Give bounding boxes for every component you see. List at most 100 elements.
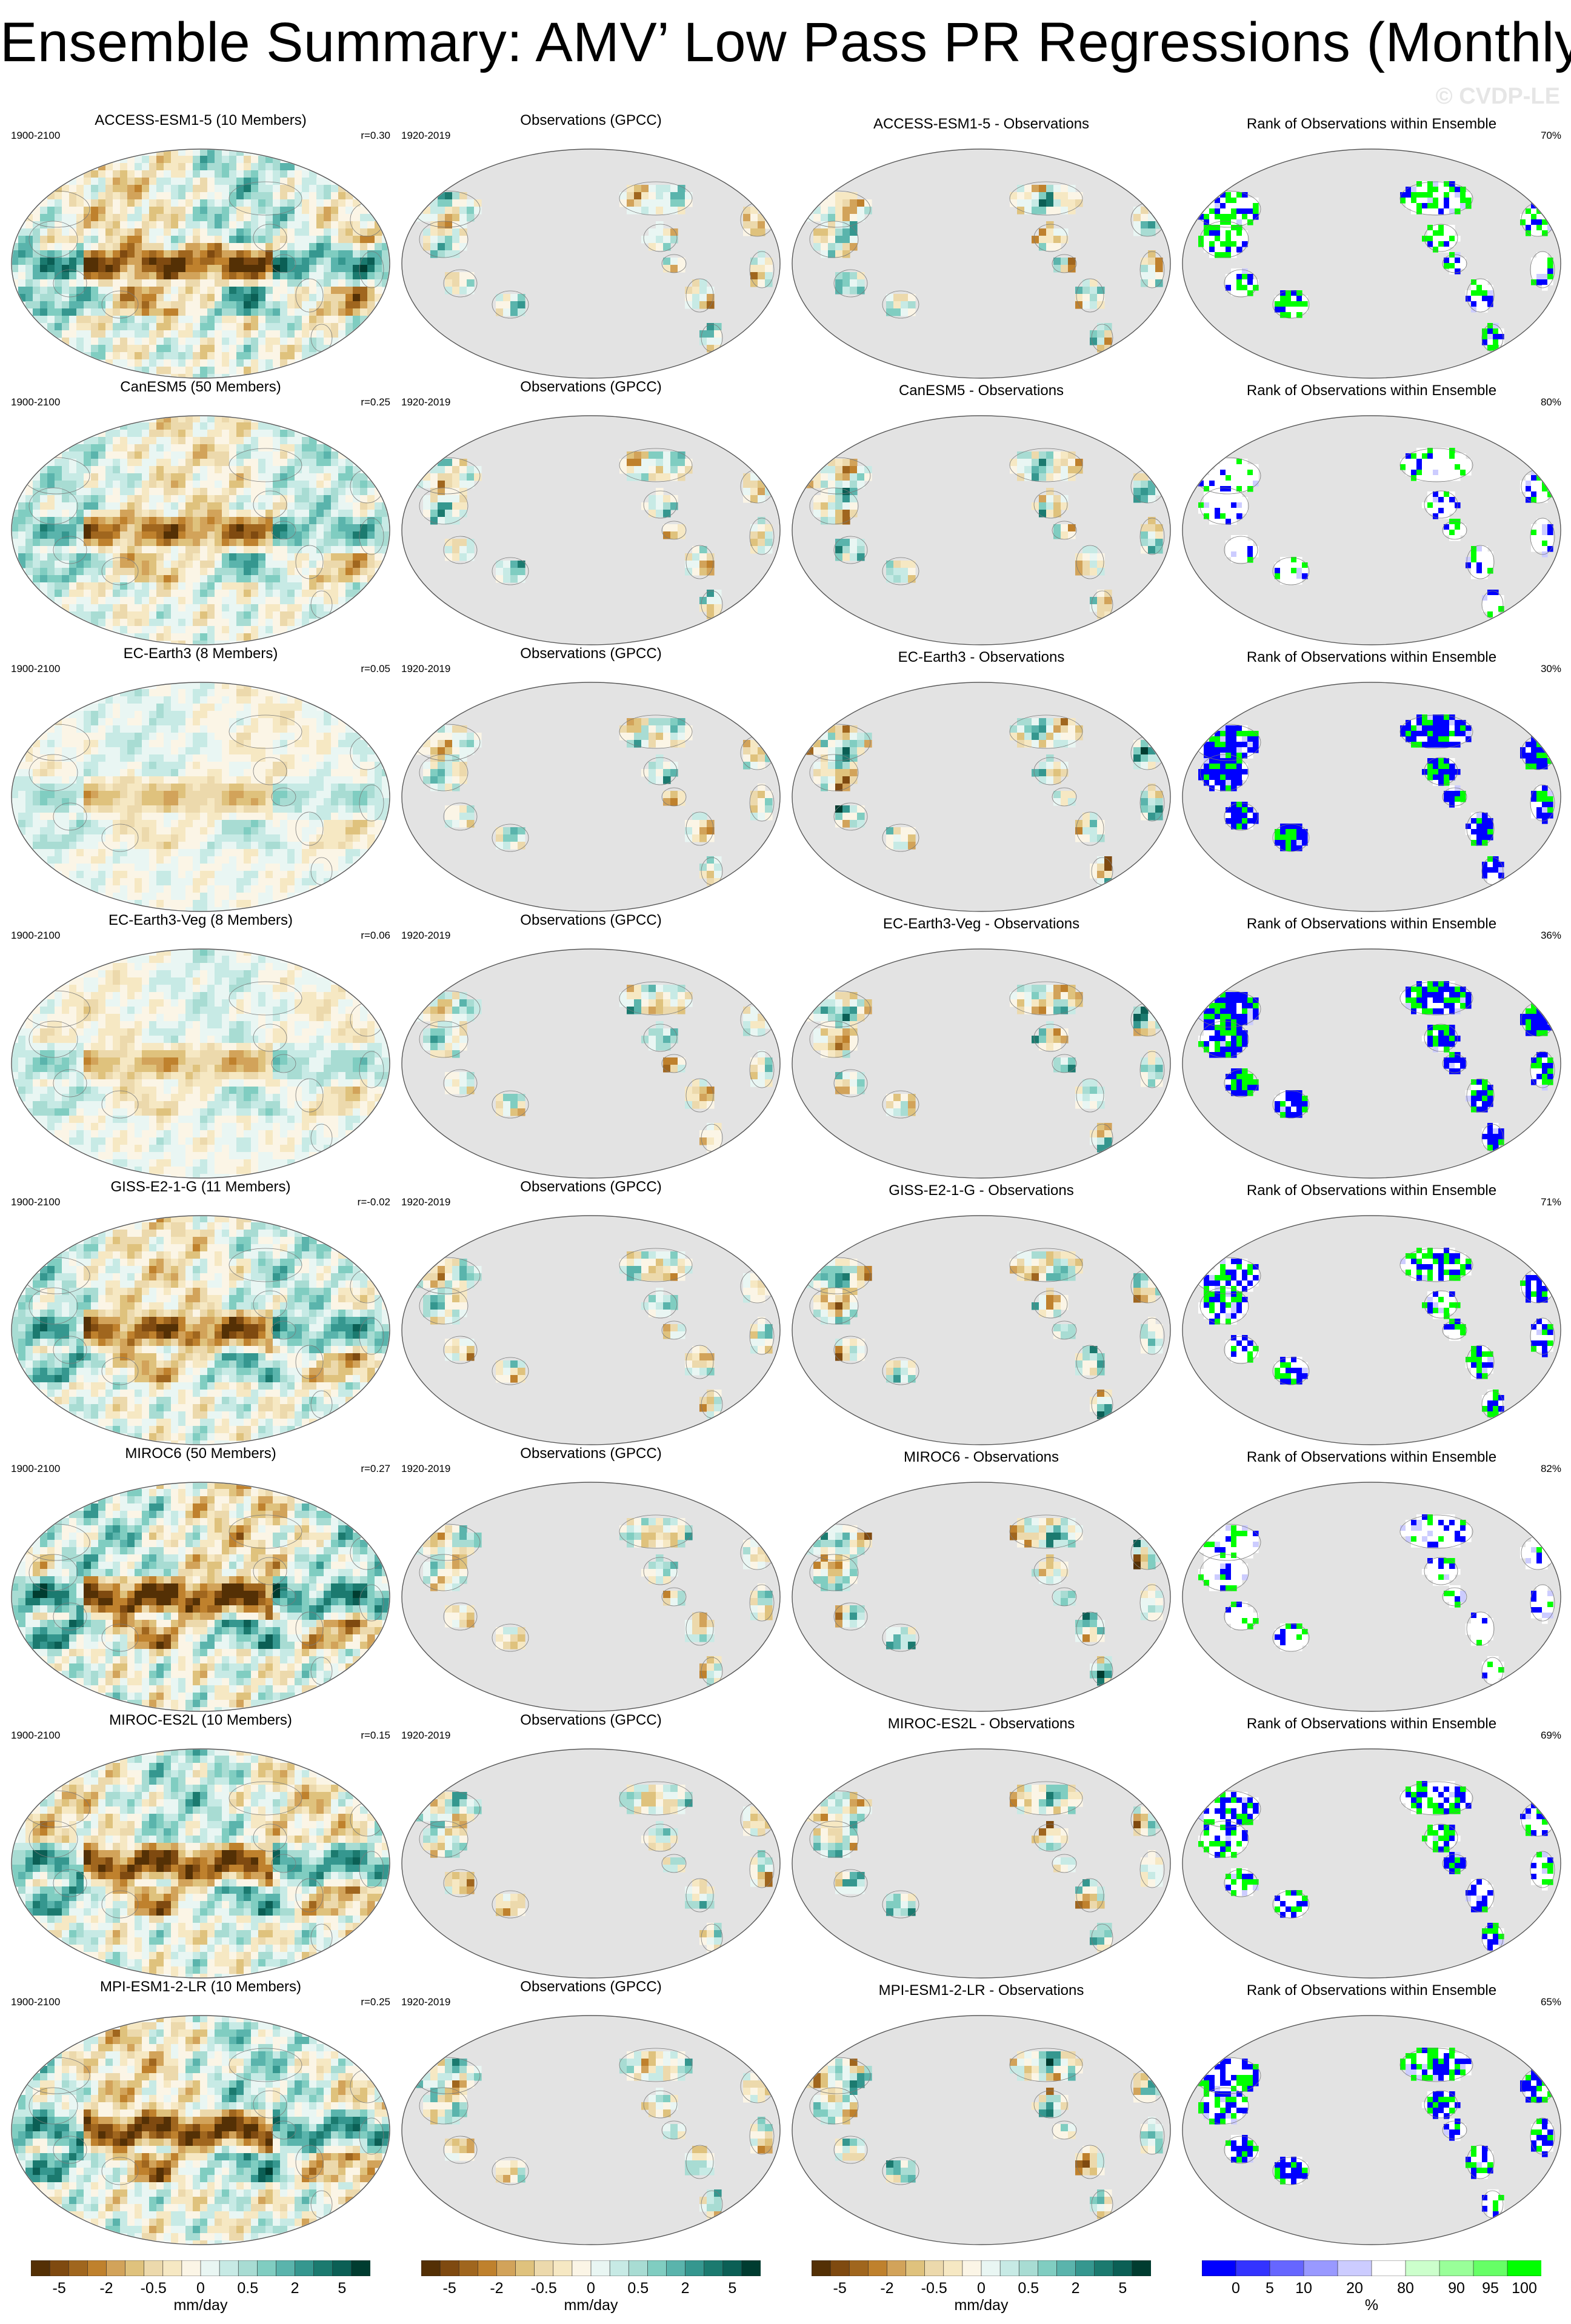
rank-percent-label: 80% bbox=[1540, 396, 1561, 408]
model-period-label: 1900-2100 bbox=[11, 1996, 61, 2008]
map-diff-4 bbox=[792, 948, 1171, 1179]
colorbar-tick-label: 0.5 bbox=[1018, 2280, 1039, 2297]
colorbar-tick-label: 100 bbox=[1512, 2280, 1537, 2297]
rank-percent-label: 82% bbox=[1540, 1463, 1561, 1474]
colorbar-tick-label: 5 bbox=[1118, 2280, 1127, 2297]
colorbar-4 bbox=[1202, 2260, 1541, 2276]
watermark: © CVDP-LE bbox=[1435, 84, 1560, 109]
map-model-3 bbox=[11, 682, 390, 912]
model-panel-title: GISS-E2-1-G (11 Members) bbox=[110, 1179, 291, 1195]
rank-panel-title: Rank of Observations within Ensemble bbox=[1246, 649, 1497, 665]
pattern-correlation-label: r=0.25 bbox=[361, 1996, 390, 2008]
diff-panel-title: MIROC-ES2L - Observations bbox=[887, 1716, 1075, 1732]
map-rank-8 bbox=[1182, 2015, 1561, 2245]
pattern-correlation-label: r=0.25 bbox=[361, 396, 390, 408]
obs-period-label: 1920-2019 bbox=[401, 1463, 451, 1474]
map-diff-6 bbox=[792, 1482, 1171, 1712]
obs-panel-title: Observations (GPCC) bbox=[520, 1445, 662, 1462]
page-title: Ensemble Summary: AMV’ Low Pass PR Regre… bbox=[0, 12, 1571, 73]
map-model-5 bbox=[11, 1215, 390, 1445]
colorbar-tick-label: 2 bbox=[1071, 2280, 1080, 2297]
colorbar-tick-label: -5 bbox=[833, 2280, 847, 2297]
rank-percent-label: 30% bbox=[1540, 663, 1561, 674]
colorbar-1 bbox=[31, 2260, 370, 2276]
model-period-label: 1900-2100 bbox=[11, 130, 61, 141]
colorbar-tick-label: 0.5 bbox=[627, 2280, 649, 2297]
map-obs-7 bbox=[401, 1748, 781, 1979]
model-panel-title: EC-Earth3 (8 Members) bbox=[123, 645, 278, 662]
colorbar-tick-label: -0.5 bbox=[921, 2280, 947, 2297]
map-obs-8 bbox=[401, 2015, 781, 2245]
model-panel-title: MPI-ESM1-2-LR (10 Members) bbox=[99, 1979, 302, 1995]
colorbar-unit-label: mm/day bbox=[954, 2297, 1009, 2314]
rank-percent-label: 65% bbox=[1540, 1996, 1561, 2008]
colorbar-3 bbox=[812, 2260, 1151, 2276]
colorbar-tick-label: 0.5 bbox=[237, 2280, 259, 2297]
colorbar-tick-label: 2 bbox=[681, 2280, 690, 2297]
pattern-correlation-label: r=0.06 bbox=[361, 930, 390, 941]
rank-percent-label: 71% bbox=[1540, 1196, 1561, 1208]
rank-panel-title: Rank of Observations within Ensemble bbox=[1246, 1982, 1497, 1999]
colorbar-tick-label: 10 bbox=[1295, 2280, 1312, 2297]
map-model-4 bbox=[11, 948, 390, 1179]
obs-panel-title: Observations (GPCC) bbox=[520, 1712, 662, 1728]
map-model-1 bbox=[11, 148, 390, 379]
pattern-correlation-label: r=0.27 bbox=[361, 1463, 390, 1474]
colorbar-tick-label: 0 bbox=[1232, 2280, 1240, 2297]
colorbar-tick-label: 20 bbox=[1346, 2280, 1363, 2297]
colorbar-tick-label: 80 bbox=[1397, 2280, 1414, 2297]
map-obs-6 bbox=[401, 1482, 781, 1712]
colorbar-tick-label: -2 bbox=[880, 2280, 894, 2297]
pattern-correlation-label: r=0.30 bbox=[361, 130, 390, 141]
colorbar-tick-label: 5 bbox=[728, 2280, 737, 2297]
map-model-2 bbox=[11, 415, 390, 645]
map-obs-5 bbox=[401, 1215, 781, 1445]
obs-panel-title: Observations (GPCC) bbox=[520, 645, 662, 662]
pattern-correlation-label: r=0.15 bbox=[361, 1730, 390, 1741]
model-period-label: 1900-2100 bbox=[11, 1196, 61, 1208]
obs-period-label: 1920-2019 bbox=[401, 396, 451, 408]
map-rank-7 bbox=[1182, 1748, 1561, 1979]
colorbar-tick-label: 90 bbox=[1448, 2280, 1465, 2297]
model-period-label: 1900-2100 bbox=[11, 930, 61, 941]
map-obs-4 bbox=[401, 948, 781, 1179]
model-panel-title: MIROC-ES2L (10 Members) bbox=[109, 1712, 292, 1728]
map-model-6 bbox=[11, 1482, 390, 1712]
obs-panel-title: Observations (GPCC) bbox=[520, 1979, 662, 1995]
colorbar-tick-label: 5 bbox=[338, 2280, 347, 2297]
map-diff-3 bbox=[792, 682, 1171, 912]
map-diff-7 bbox=[792, 1748, 1171, 1979]
rank-panel-title: Rank of Observations within Ensemble bbox=[1246, 116, 1497, 132]
map-obs-1 bbox=[401, 148, 781, 379]
model-panel-title: ACCESS-ESM1-5 (10 Members) bbox=[95, 112, 307, 128]
map-model-8 bbox=[11, 2015, 390, 2245]
colorbar-tick-label: -2 bbox=[99, 2280, 113, 2297]
model-panel-title: MIROC6 (50 Members) bbox=[125, 1445, 276, 1462]
obs-period-label: 1920-2019 bbox=[401, 130, 451, 141]
model-period-label: 1900-2100 bbox=[11, 1463, 61, 1474]
map-rank-6 bbox=[1182, 1482, 1561, 1712]
model-period-label: 1900-2100 bbox=[11, 1730, 61, 1741]
diff-panel-title: EC-Earth3-Veg - Observations bbox=[882, 916, 1080, 932]
map-rank-2 bbox=[1182, 415, 1561, 645]
diff-panel-title: EC-Earth3 - Observations bbox=[898, 649, 1065, 665]
rank-panel-title: Rank of Observations within Ensemble bbox=[1246, 1182, 1497, 1199]
colorbar-unit-label: mm/day bbox=[564, 2297, 618, 2314]
diff-panel-title: MIROC6 - Observations bbox=[903, 1449, 1059, 1465]
map-diff-8 bbox=[792, 2015, 1171, 2245]
obs-period-label: 1920-2019 bbox=[401, 1996, 451, 2008]
obs-period-label: 1920-2019 bbox=[401, 930, 451, 941]
map-rank-5 bbox=[1182, 1215, 1561, 1445]
rank-panel-title: Rank of Observations within Ensemble bbox=[1246, 1716, 1497, 1732]
colorbar-tick-label: 0 bbox=[196, 2280, 205, 2297]
model-panel-title: CanESM5 (50 Members) bbox=[120, 379, 281, 395]
colorbar-tick-label: 2 bbox=[290, 2280, 299, 2297]
rank-percent-label: 70% bbox=[1540, 130, 1561, 141]
colorbar-tick-label: 95 bbox=[1482, 2280, 1499, 2297]
obs-panel-title: Observations (GPCC) bbox=[520, 112, 662, 128]
rank-percent-label: 69% bbox=[1540, 1730, 1561, 1741]
obs-period-label: 1920-2019 bbox=[401, 1196, 451, 1208]
colorbar-unit-label: mm/day bbox=[173, 2297, 228, 2314]
obs-period-label: 1920-2019 bbox=[401, 1730, 451, 1741]
